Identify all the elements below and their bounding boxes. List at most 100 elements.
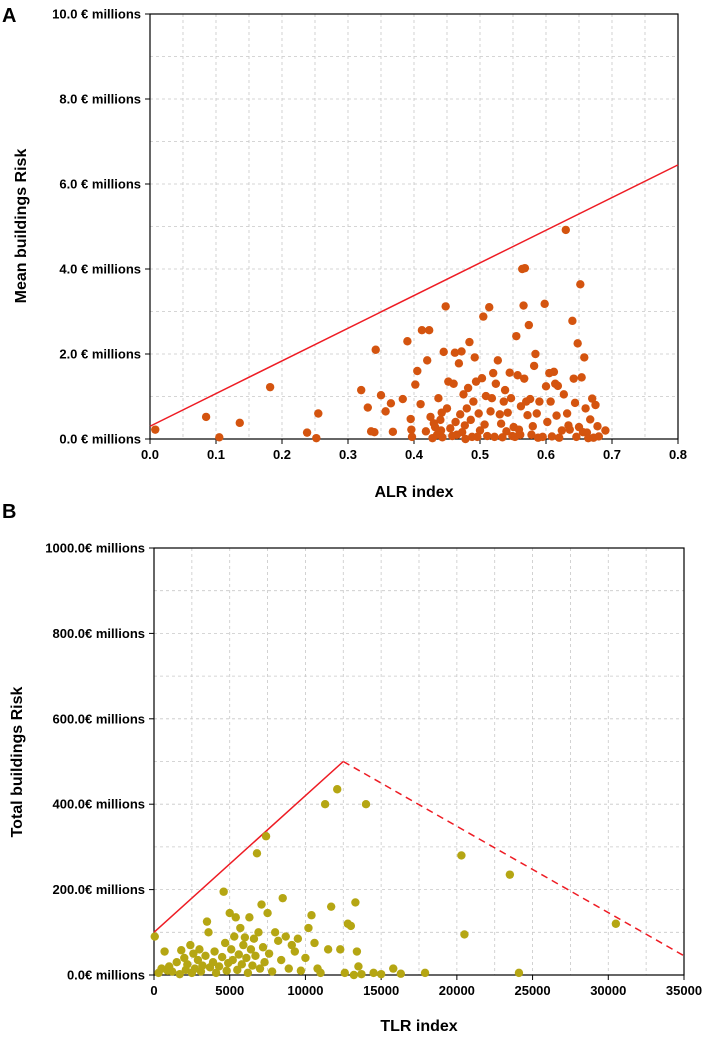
- scatter-point: [569, 374, 578, 383]
- x-tick-label: 0.7: [603, 447, 621, 462]
- scatter-point: [442, 404, 452, 413]
- scatter-point: [577, 373, 586, 382]
- scatter-point: [490, 432, 499, 442]
- scatter-point: [426, 412, 435, 422]
- scatter-point: [242, 953, 251, 963]
- scatter-point: [220, 938, 230, 948]
- scatter-point: [450, 348, 460, 357]
- scatter-point: [420, 968, 430, 978]
- x-tick-label: 15000: [363, 983, 399, 998]
- scatter-point: [258, 943, 268, 952]
- scatter-point: [239, 940, 248, 950]
- x-tick-label: 0.6: [537, 447, 555, 462]
- scatter-point: [257, 900, 266, 909]
- scatter-point: [570, 398, 580, 408]
- y-tick-label: 0.0 € millions: [59, 432, 141, 447]
- scatter-point: [195, 945, 204, 954]
- scatter-point: [388, 427, 398, 436]
- x-tick-label: 0.5: [471, 447, 489, 462]
- scatter-point: [352, 947, 362, 956]
- scatter-point: [369, 968, 378, 978]
- scatter-point: [463, 383, 473, 393]
- scatter-point: [371, 345, 380, 354]
- scatter-point: [421, 427, 431, 436]
- y-tick-label: 800.0€ millions: [53, 626, 146, 641]
- x-tick-label: 0.2: [273, 447, 291, 462]
- scatter-point: [180, 953, 189, 963]
- scatter-point: [499, 397, 508, 406]
- scatter-point: [576, 280, 585, 289]
- scatter-point: [469, 397, 478, 406]
- scatter-point: [505, 870, 515, 879]
- scatter-point: [479, 312, 488, 321]
- scatter-point: [208, 957, 218, 967]
- scatter-point: [175, 969, 184, 979]
- scatter-point: [531, 349, 540, 359]
- scatter-point: [183, 960, 192, 969]
- y-tick-label: 2.0 € millions: [59, 347, 141, 362]
- scatter-point: [407, 432, 417, 442]
- panel-a-x-ticks: 0.0 0.1 0.2 0.3 0.4 0.5 0.6 0.7 0.8: [141, 439, 687, 462]
- scatter-point: [301, 953, 310, 963]
- x-tick-label: 0.4: [405, 447, 424, 462]
- scatter-point: [396, 969, 406, 978]
- scatter-point: [389, 964, 398, 973]
- scatter-point: [217, 952, 227, 962]
- scatter-point: [201, 412, 211, 422]
- scatter-point: [514, 968, 524, 978]
- scatter-point: [572, 432, 581, 442]
- scatter-point: [293, 934, 303, 943]
- scatter-point: [177, 946, 186, 955]
- scatter-point: [235, 418, 244, 428]
- scatter-point: [457, 347, 466, 356]
- scatter-point: [265, 382, 275, 392]
- scatter-point: [480, 420, 489, 429]
- scatter-point: [505, 368, 514, 377]
- scatter-point: [439, 347, 448, 357]
- scatter-point: [398, 394, 407, 404]
- scatter-point: [363, 403, 372, 412]
- scatter-point: [312, 433, 321, 443]
- scatter-point: [498, 433, 507, 442]
- scatter-point: [406, 414, 415, 424]
- scatter-point: [245, 913, 254, 922]
- scatter-point: [248, 961, 257, 970]
- scatter-point: [252, 849, 262, 858]
- scatter-point: [304, 923, 313, 933]
- panel-a-chart: A 0.0 0.1 0.2 0.3 0.4 0.5 0.6 0.7 0.8 0.0 € mill…: [2, 5, 687, 501]
- x-tick-label: 0.8: [669, 447, 687, 462]
- scatter-point: [436, 415, 445, 425]
- scatter-point: [538, 432, 547, 442]
- scatter-point: [277, 955, 286, 965]
- scatter-point: [219, 887, 228, 896]
- scatter-point: [540, 299, 549, 309]
- scatter-point: [502, 427, 511, 436]
- panel-a-y-ticks: 0.0 € millions 2.0 € millions 4.0 € millio…: [52, 7, 150, 447]
- x-tick-label: 5000: [215, 983, 244, 998]
- scatter-point: [527, 430, 536, 439]
- scatter-point: [506, 394, 516, 403]
- scatter-point: [525, 394, 535, 404]
- scatter-point: [376, 969, 386, 979]
- scatter-point: [296, 966, 306, 975]
- scatter-point: [489, 368, 498, 378]
- scatter-point: [273, 936, 283, 946]
- scatter-point: [357, 385, 366, 395]
- y-tick-label: 200.0€ millions: [53, 882, 146, 897]
- scatter-point: [214, 962, 224, 971]
- scatter-point: [462, 404, 471, 413]
- panel-a-letter: A: [2, 5, 16, 27]
- scatter-point: [438, 433, 447, 442]
- panel-b-envelope-lines: [153, 760, 685, 957]
- scatter-point: [424, 326, 434, 335]
- scatter-point: [236, 923, 245, 933]
- scatter-point: [278, 893, 287, 903]
- scatter-point: [436, 426, 446, 435]
- scatter-point: [483, 431, 492, 441]
- scatter-point: [457, 851, 466, 860]
- scatter-point: [460, 930, 469, 939]
- y-tick-label: 1000.0€ millions: [45, 541, 145, 556]
- scatter-point: [261, 832, 271, 841]
- scatter-point: [270, 928, 280, 937]
